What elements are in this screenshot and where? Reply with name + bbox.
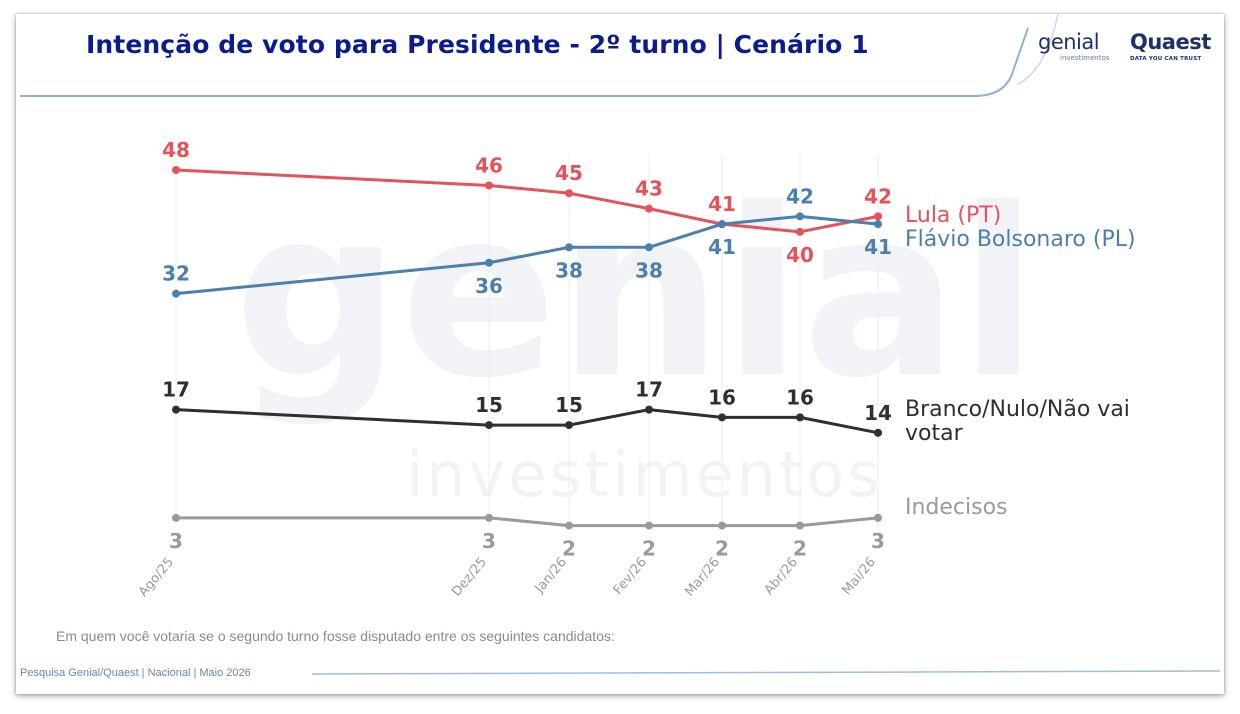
slide: genial investimentos 48 46 45 43 41 40 42 32 36 38…	[16, 14, 1224, 694]
data-label: 15	[555, 393, 583, 417]
data-point	[796, 413, 804, 422]
data-point	[172, 405, 180, 414]
data-label: 14	[864, 401, 892, 425]
data-point	[645, 405, 653, 414]
data-label: 17	[635, 378, 663, 402]
legend-label: Lula (PT)	[905, 203, 1001, 228]
data-label: 41	[864, 235, 892, 259]
data-label: 43	[635, 177, 663, 201]
data-label: 16	[786, 385, 814, 409]
data-point	[172, 166, 180, 174]
data-label: 15	[475, 393, 503, 417]
data-point	[565, 421, 573, 430]
data-point	[565, 189, 573, 198]
x-tick-label: Abr/26	[762, 555, 801, 598]
data-point	[874, 220, 882, 229]
page-title: Intenção de voto para Presidente - 2º tu…	[86, 30, 869, 59]
data-point	[645, 243, 653, 252]
data-label: 45	[555, 161, 583, 185]
footer-source: Pesquisa Genial/Quaest | Nacional | Maio…	[20, 667, 251, 679]
legend-label: Branco/Nulo/Não vai votar	[905, 397, 1130, 446]
data-label: 3	[169, 529, 183, 553]
quaest-logo: Quaest DATA YOU CAN TRUST	[1130, 30, 1211, 76]
data-label: 16	[708, 385, 736, 409]
x-tick-label: Jan/26	[532, 555, 570, 597]
footer-rule	[311, 670, 1221, 675]
data-label: 40	[786, 243, 814, 267]
data-label: 36	[475, 274, 503, 298]
data-point	[645, 204, 653, 213]
data-point	[718, 220, 726, 229]
data-point	[874, 212, 882, 221]
data-point	[485, 258, 493, 267]
data-label: 2	[715, 537, 729, 561]
quaest-logo-sub: DATA YOU CAN TRUST	[1130, 56, 1202, 62]
x-tick-label: Fev/26	[611, 555, 650, 598]
data-label: 38	[555, 258, 583, 282]
data-point	[718, 413, 726, 422]
data-point	[485, 421, 493, 430]
x-tick-label: Mai/26	[839, 555, 879, 598]
data-point	[796, 212, 804, 221]
data-point	[565, 521, 573, 530]
header-rule	[20, 27, 1029, 97]
data-label: 48	[162, 138, 190, 162]
data-label: 3	[871, 529, 885, 553]
data-label: 41	[708, 235, 736, 259]
quaest-logo-word: Quaest	[1130, 30, 1211, 54]
data-label: 2	[562, 537, 576, 561]
survey-question: Em quem você votaria se o segundo turno …	[56, 628, 615, 644]
genial-logo: genial investimentos	[1038, 32, 1120, 76]
data-point	[874, 513, 882, 522]
data-point	[874, 428, 882, 437]
data-label: 42	[864, 184, 892, 208]
data-label: 3	[482, 529, 496, 553]
genial-logo-word: genial	[1038, 30, 1100, 54]
data-label: 17	[162, 378, 190, 402]
legend-label: Indecisos	[905, 495, 1008, 520]
data-point	[485, 181, 493, 190]
x-tick-label: Dez/25	[449, 555, 490, 600]
genial-logo-sub: investimentos	[1060, 54, 1110, 62]
data-label: 2	[793, 537, 807, 561]
header-curve	[1017, 14, 1059, 85]
data-point	[796, 227, 804, 236]
data-label: 38	[635, 258, 663, 282]
watermark-word: genial	[234, 159, 1038, 429]
data-label: 32	[162, 262, 190, 286]
data-label: 42	[786, 184, 814, 208]
series-line-3	[176, 516, 879, 528]
data-point	[796, 521, 804, 530]
data-label: 46	[475, 153, 503, 177]
data-point	[172, 289, 180, 298]
data-point	[485, 513, 493, 522]
data-label: 41	[708, 192, 736, 216]
data-point	[172, 513, 180, 522]
watermark-sub: investimentos	[406, 438, 883, 511]
x-tick-label: Mar/26	[682, 555, 723, 599]
legend-label: Flávio Bolsonaro (PL)	[905, 227, 1136, 252]
data-label: 2	[642, 537, 656, 561]
data-point	[565, 243, 573, 252]
data-point	[718, 521, 726, 530]
x-tick-label: Ago/25	[136, 555, 177, 600]
data-point	[645, 521, 653, 530]
